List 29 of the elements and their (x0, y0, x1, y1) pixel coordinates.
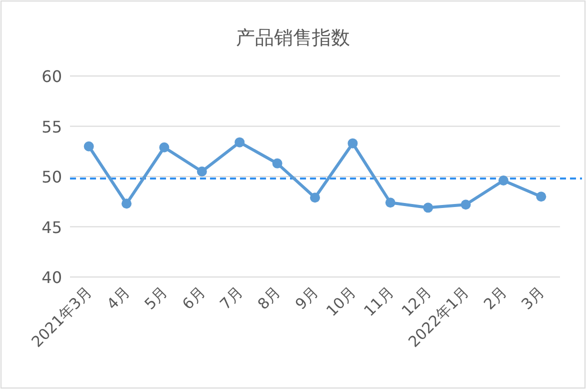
x-tick-label: 10月 (322, 283, 360, 320)
point (196, 166, 207, 176)
x-tick-label: 8月 (254, 283, 284, 314)
point (272, 158, 282, 168)
point (122, 198, 132, 209)
x-tick-label: 7月 (216, 283, 246, 314)
x-tick-label: 9月 (292, 283, 322, 314)
point (498, 176, 508, 186)
x-tick-label: 2月 (480, 283, 510, 314)
x-tick-label: 6月 (178, 283, 209, 314)
y-tick-label: 55 (42, 117, 62, 136)
x-tick-label: 3月 (518, 283, 548, 314)
point (310, 192, 320, 203)
y-tick-label: 45 (42, 218, 62, 237)
point (348, 138, 358, 148)
y-tick-label: 60 (42, 67, 62, 86)
point (84, 141, 94, 152)
point (536, 192, 546, 202)
point (423, 202, 434, 213)
x-tick-label: 5月 (140, 283, 172, 314)
point (385, 198, 396, 208)
x-tick-label: 4月 (103, 283, 134, 314)
y-tick-label: 50 (42, 168, 62, 186)
point (159, 142, 170, 152)
point (460, 200, 471, 210)
x-tick-label: 11月 (360, 283, 398, 320)
chart-title: 产品销售指数 (236, 27, 350, 49)
point (234, 137, 245, 148)
y-tick-label: 40 (42, 268, 62, 287)
